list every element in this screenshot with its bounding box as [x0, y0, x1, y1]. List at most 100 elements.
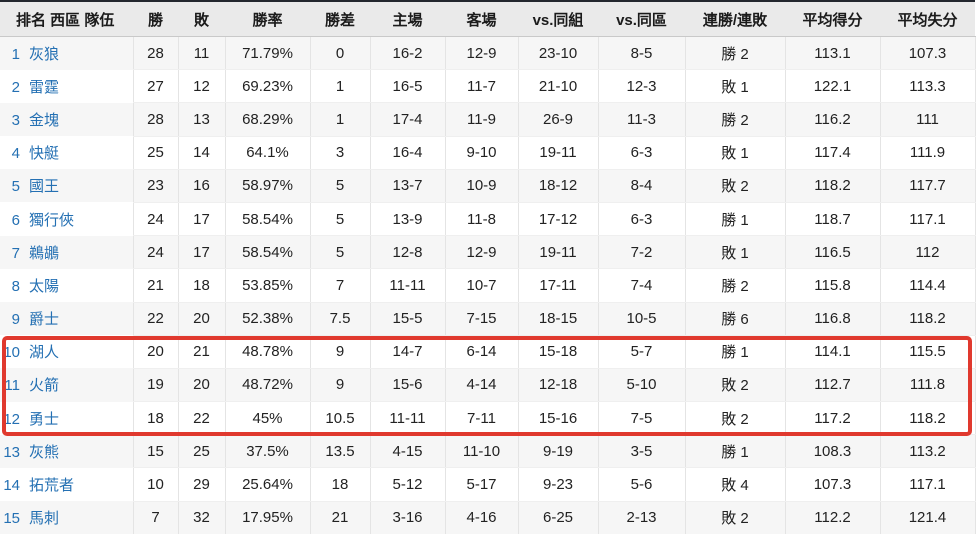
cell-home-record: 15-6	[369, 368, 445, 403]
cell-losses: 22	[177, 401, 225, 436]
cell-vs-conference: 6-3	[597, 202, 685, 237]
cell-avg-points-for: 117.4	[784, 136, 880, 170]
column-header-3: 敗	[178, 1, 225, 37]
cell-home-record: 13-9	[369, 202, 445, 237]
team-link[interactable]: 灰熊	[29, 443, 60, 461]
cell-losses: 25	[177, 434, 225, 469]
cell-away-record: 5-17	[444, 467, 518, 502]
table-row: 3 金塊 28 13 68.29% 1 17-4 11-9 26-9 11-3 勝 2 116.2 11…	[0, 102, 976, 137]
table-row: 6 獨行俠 24 17 58.54% 5 13-9 11-8 17-12 6-3 勝 1 118.7 1…	[0, 202, 976, 237]
rank-number: 13	[3, 443, 20, 461]
cell-avg-points-against: 107.3	[879, 36, 976, 71]
cell-vs-division: 19-11	[517, 235, 598, 270]
cell-games-behind: 5	[309, 169, 370, 203]
team-cell: 8 太陽	[0, 269, 133, 302]
team-link[interactable]: 國王	[29, 178, 60, 196]
cell-wins: 18	[132, 401, 178, 436]
team-link[interactable]: 勇士	[29, 410, 60, 428]
cell-games-behind: 1	[309, 69, 370, 104]
team-link[interactable]: 金塊	[29, 111, 60, 129]
team-cell: 12 勇士	[0, 402, 133, 435]
cell-avg-points-against: 117.1	[879, 202, 976, 237]
cell-streak: 敗 1	[684, 69, 785, 104]
team-link[interactable]: 爵士	[29, 311, 60, 329]
cell-streak: 敗 1	[684, 136, 785, 170]
table-row: 9 爵士 22 20 52.38% 7.5 15-5 7-15 18-15 10-5 勝 6 116.…	[0, 302, 976, 336]
cell-losses: 20	[177, 302, 225, 336]
cell-avg-points-against: 118.2	[879, 401, 976, 436]
cell-streak: 敗 2	[684, 501, 785, 534]
cell-vs-conference: 6-3	[597, 136, 685, 170]
team-link[interactable]: 鵜鶘	[29, 244, 60, 262]
rank-number: 10	[3, 344, 20, 362]
cell-games-behind: 13.5	[309, 434, 370, 469]
cell-avg-points-against: 113.2	[879, 434, 976, 469]
cell-vs-conference: 7-5	[597, 401, 685, 436]
cell-losses: 12	[177, 69, 225, 104]
cell-vs-division: 26-9	[517, 102, 598, 137]
table-row: 8 太陽 21 18 53.85% 7 11-11 10-7 17-11 7-4 勝 2 115.8 1…	[0, 268, 976, 303]
team-link[interactable]: 太陽	[29, 277, 60, 295]
cell-win-pct: 58.54%	[224, 202, 310, 237]
cell-away-record: 12-9	[444, 235, 518, 270]
rank-number: 6	[11, 211, 20, 229]
cell-win-pct: 64.1%	[224, 136, 310, 170]
team-link[interactable]: 湖人	[29, 344, 60, 362]
team-cell: 14 拓荒者	[0, 468, 133, 501]
table-row: 14 拓荒者 10 29 25.64% 18 5-12 5-17 9-23 5-6 敗 4 107.3…	[0, 467, 976, 502]
cell-avg-points-against: 111.8	[879, 368, 976, 403]
cell-vs-conference: 10-5	[597, 302, 685, 336]
rank-number: 4	[11, 145, 20, 163]
cell-win-pct: 52.38%	[224, 302, 310, 336]
cell-avg-points-for: 116.2	[784, 102, 880, 137]
team-link[interactable]: 馬刺	[29, 510, 60, 528]
rank-number: 8	[11, 277, 20, 295]
team-link[interactable]: 雷霆	[29, 78, 60, 96]
cell-vs-division: 17-11	[517, 268, 598, 303]
team-cell: 10 湖人	[0, 335, 133, 368]
team-link[interactable]: 拓荒者	[29, 477, 75, 495]
cell-avg-points-against: 111.9	[879, 136, 976, 170]
table-row: 12 勇士 18 22 45% 10.5 11-11 7-11 15-16 7-5 敗 2 117.2…	[0, 401, 976, 436]
cell-streak: 敗 1	[684, 235, 785, 270]
cell-home-record: 16-4	[369, 136, 445, 170]
team-cell: 1 灰狼	[0, 37, 133, 70]
column-header-10: 連勝/連敗	[685, 1, 785, 37]
cell-vs-conference: 5-6	[597, 467, 685, 502]
column-header-6: 主場	[370, 1, 445, 37]
team-link[interactable]: 獨行俠	[29, 211, 75, 229]
column-header-11: 平均得分	[785, 1, 880, 37]
cell-losses: 29	[177, 467, 225, 502]
cell-wins: 28	[132, 102, 178, 137]
cell-streak: 敗 2	[684, 368, 785, 403]
cell-home-record: 11-11	[369, 268, 445, 303]
column-header-2: 勝	[133, 1, 178, 37]
cell-home-record: 5-12	[369, 467, 445, 502]
cell-wins: 19	[132, 368, 178, 403]
cell-home-record: 11-11	[369, 401, 445, 436]
cell-vs-division: 6-25	[517, 501, 598, 534]
cell-away-record: 4-16	[444, 501, 518, 534]
cell-games-behind: 0	[309, 36, 370, 71]
cell-avg-points-for: 112.2	[784, 501, 880, 534]
cell-away-record: 7-15	[444, 302, 518, 336]
cell-streak: 敗 2	[684, 169, 785, 203]
cell-losses: 16	[177, 169, 225, 203]
cell-avg-points-for: 113.1	[784, 36, 880, 71]
cell-vs-division: 23-10	[517, 36, 598, 71]
team-cell: 7 鵜鶘	[0, 236, 133, 269]
cell-losses: 20	[177, 368, 225, 403]
cell-games-behind: 9	[309, 335, 370, 369]
table-row: 4 快艇 25 14 64.1% 3 16-4 9-10 19-11 6-3 敗 1 117.4 111…	[0, 136, 976, 170]
team-link[interactable]: 灰狼	[29, 45, 60, 63]
column-header-4: 勝率	[225, 1, 310, 37]
rank-number: 12	[3, 410, 20, 428]
cell-vs-conference: 5-7	[597, 335, 685, 369]
cell-wins: 23	[132, 169, 178, 203]
cell-win-pct: 53.85%	[224, 268, 310, 303]
cell-home-record: 13-7	[369, 169, 445, 203]
cell-vs-division: 15-16	[517, 401, 598, 436]
team-link[interactable]: 火箭	[29, 377, 60, 395]
cell-wins: 10	[132, 467, 178, 502]
team-link[interactable]: 快艇	[29, 145, 60, 163]
